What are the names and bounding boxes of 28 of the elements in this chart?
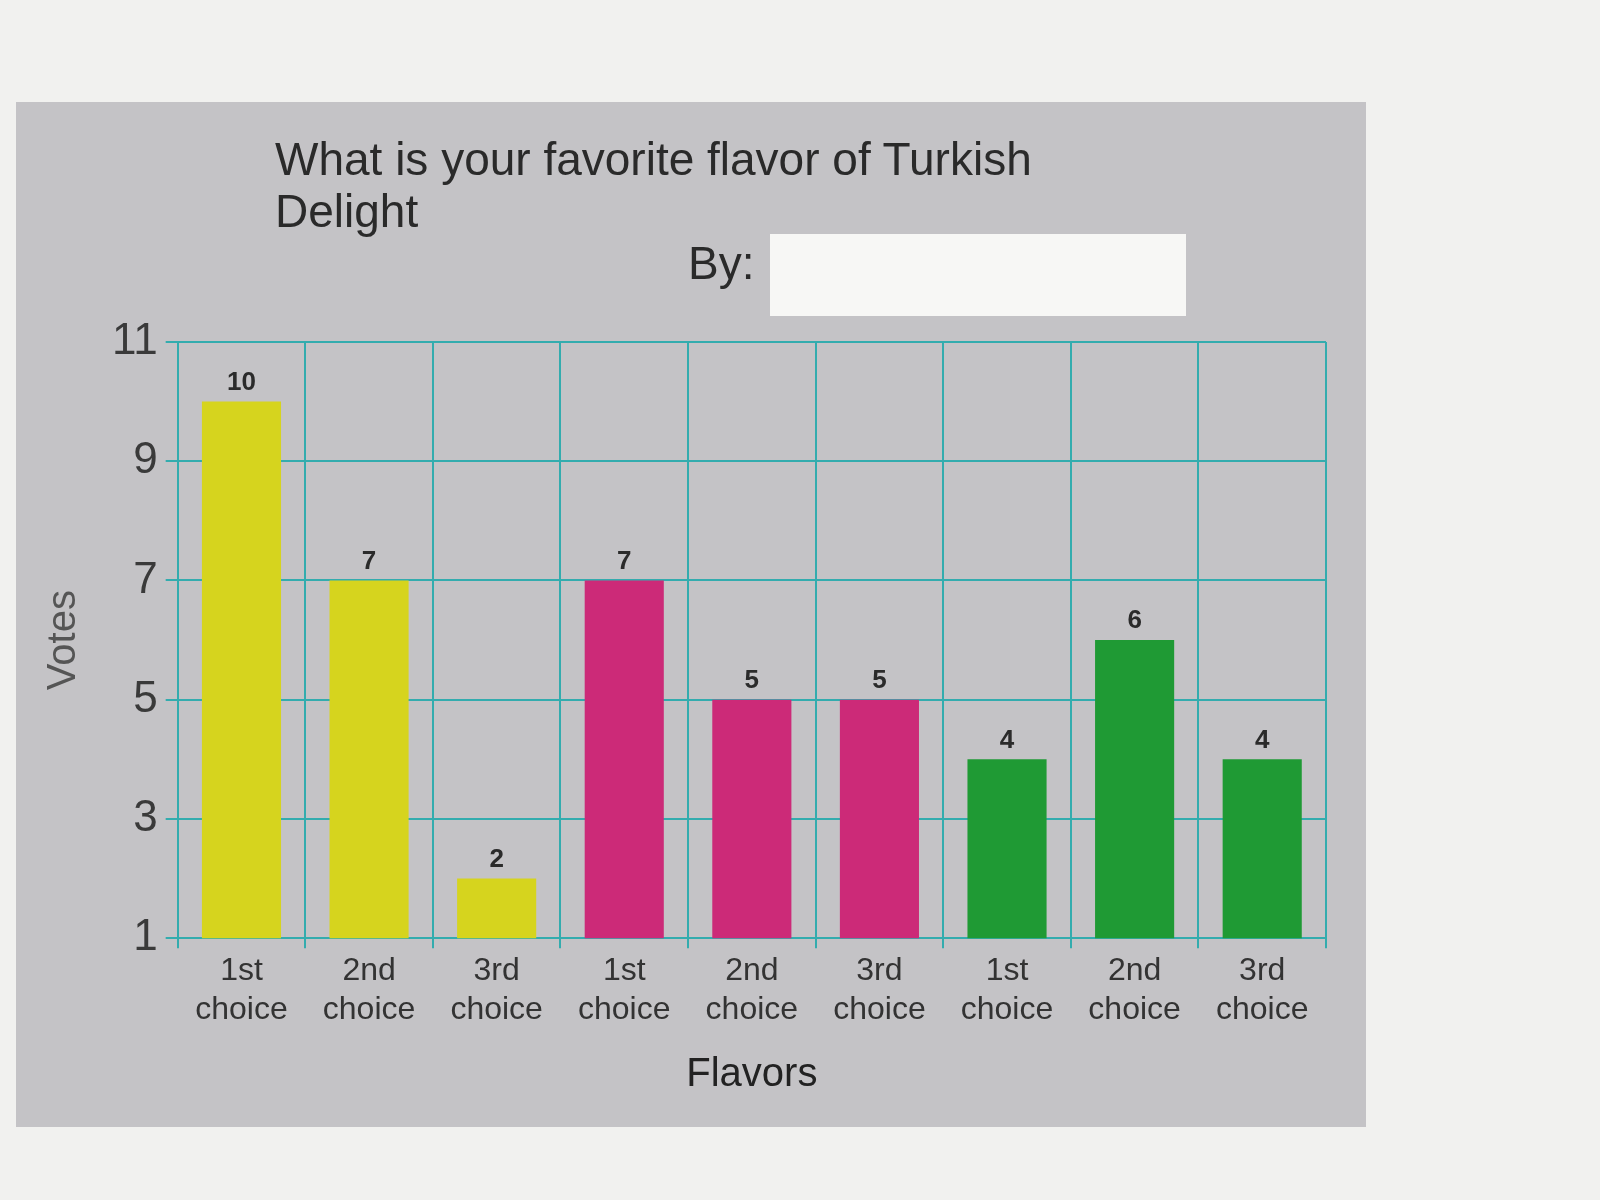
data-label: 5: [744, 663, 760, 694]
data-label: 10: [227, 365, 256, 396]
data-label: 7: [361, 544, 377, 575]
x-tick-label: 2nd choice: [322, 951, 416, 1026]
x-tick-label: 3rd choice: [450, 951, 543, 1026]
x-tick-label: 1st choice: [195, 951, 288, 1026]
y-tick-label: 9: [133, 433, 158, 483]
x-tick-label: 3rd choice: [833, 951, 926, 1026]
data-label: 6: [1127, 604, 1142, 635]
x-tick-label: 2nd choice: [705, 951, 799, 1026]
data-label: 4: [999, 723, 1015, 754]
y-tick-label: 5: [133, 671, 158, 721]
x-tick-label: 1st choice: [578, 951, 671, 1026]
data-label: 5: [872, 663, 887, 694]
y-tick-label: 1: [133, 910, 158, 960]
y-tick-label: 11: [111, 314, 158, 364]
data-label: 2: [489, 842, 504, 873]
y-axis-title: Votes: [39, 590, 84, 691]
chart-title: What is your favorite flavor of Turkish Delight: [275, 132, 1032, 237]
x-tick-label: 3rd choice: [1215, 951, 1309, 1026]
x-tick-label: 1st choice: [960, 951, 1054, 1026]
text: By:: [688, 236, 755, 289]
data-label: 4: [1254, 723, 1270, 754]
y-tick-label: 3: [133, 791, 158, 841]
x-tick-label: 2nd choice: [1088, 951, 1181, 1026]
y-tick-label: 7: [133, 552, 158, 602]
data-label: 7: [617, 544, 632, 575]
x-axis-title: Flavors: [686, 1050, 818, 1095]
